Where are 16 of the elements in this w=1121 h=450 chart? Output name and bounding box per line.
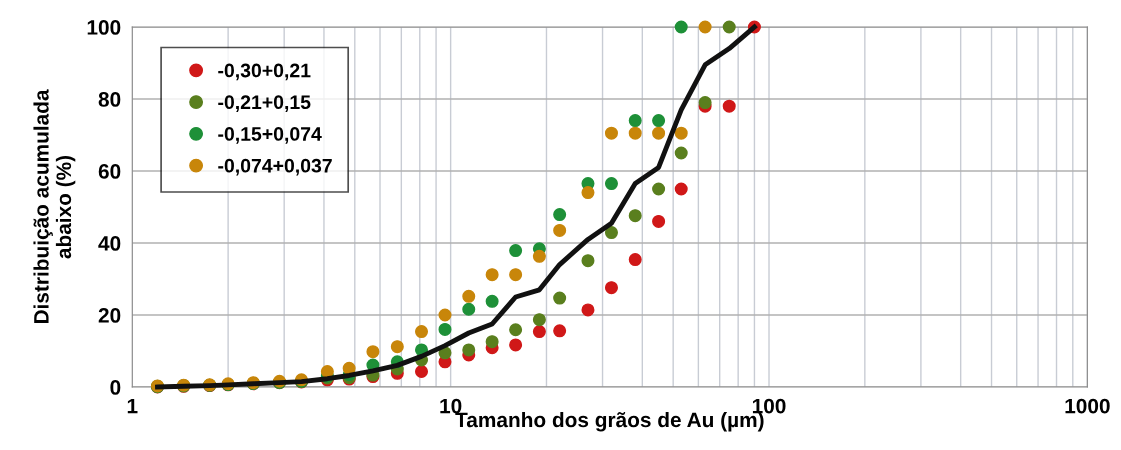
x-tick-label: 10 [440,398,462,414]
y-tick-label: 80 [98,92,121,107]
legend-label: -0,074+0,037 [218,158,332,176]
legend-label: -0,15+0,074 [218,127,322,144]
x-axis-title: Tamanho dos grãos de Au (µm) [455,411,764,432]
y-tick-label: 40 [98,236,121,251]
y-axis-title: Distribuição acumulada abaixo (%) [33,89,76,324]
y-tick-label: 100 [87,20,121,35]
legend-label: -0,30+0,21 [218,63,311,81]
y-tick-label: 20 [98,308,121,323]
legend-label: -0,21+0,15 [218,95,311,112]
x-tick-label: 1 [127,398,138,414]
x-tick-label: 100 [752,398,786,414]
y-tick-label: 0 [110,380,121,395]
y-tick-label: 60 [98,164,121,179]
x-tick-label: 1000 [1065,398,1110,414]
